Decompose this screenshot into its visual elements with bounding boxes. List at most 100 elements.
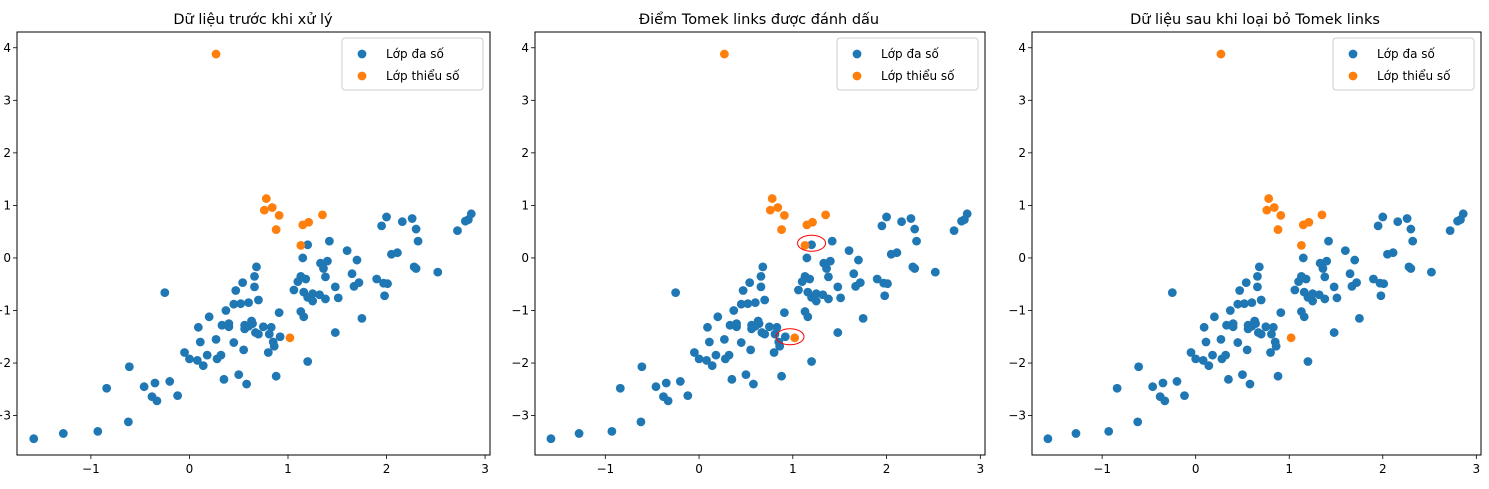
legend-marker [1348, 71, 1358, 81]
data-point [372, 274, 382, 284]
data-point [382, 212, 391, 222]
data-point [224, 319, 234, 329]
data-point [707, 361, 717, 371]
data-point [1427, 267, 1436, 277]
data-point [704, 337, 714, 347]
series-minority [1216, 49, 1327, 343]
data-point [124, 362, 134, 372]
data-point [252, 262, 261, 272]
data-point [671, 288, 681, 298]
data-point [833, 282, 843, 292]
legend-label: Lớp đa số [386, 47, 444, 61]
legend-label: Lớp thiểu số [386, 69, 460, 83]
data-point [377, 221, 386, 231]
data-point [683, 391, 693, 401]
data-point [807, 240, 816, 250]
y-tick-label: 3 [1018, 93, 1026, 107]
data-point [777, 225, 786, 234]
data-point [1251, 319, 1260, 329]
data-point [1273, 225, 1283, 234]
legend-marker [1348, 49, 1358, 59]
axes-frame [534, 31, 986, 456]
data-point [727, 374, 737, 384]
axes-frame [1031, 31, 1482, 456]
data-point [407, 214, 417, 223]
data-point [767, 194, 777, 203]
data-point [1402, 214, 1412, 223]
panel-after: Dữ liệu sau khi loại bỏ Tomek links −1 0 1… [1008, 12, 1482, 476]
data-point [719, 335, 729, 344]
data-point [675, 377, 685, 386]
data-point [1329, 282, 1339, 292]
legend-box [836, 37, 979, 91]
data-point [1393, 217, 1403, 227]
data-point [238, 278, 248, 288]
data-point [259, 205, 269, 215]
data-point [304, 217, 314, 227]
data-point [1225, 306, 1235, 315]
data-point [803, 312, 813, 322]
data-point [308, 289, 318, 299]
y-tick-label: 4 [3, 41, 11, 55]
data-point [221, 306, 231, 315]
data-point [102, 383, 112, 393]
data-point [1345, 269, 1355, 279]
series-majority [1043, 209, 1468, 444]
data-point [883, 279, 892, 289]
series-minority [211, 49, 327, 343]
x-tick-label: 2 [883, 462, 891, 476]
data-point [289, 285, 299, 295]
data-point [285, 333, 295, 343]
legend-box [1332, 37, 1475, 91]
y-tick-label: 1 [521, 198, 529, 212]
data-point [433, 267, 443, 277]
data-point [1320, 294, 1330, 304]
x-tick-label: 0 [695, 462, 703, 476]
data-point [239, 345, 249, 355]
data-point [296, 240, 306, 250]
data-point [1262, 205, 1272, 215]
data-point [1253, 271, 1262, 281]
panel-before-title: Dữ liệu trước khi xử lý [173, 12, 333, 28]
x-tick-label: 0 [1192, 462, 1200, 476]
data-point [765, 205, 775, 215]
data-point [897, 217, 906, 227]
data-point [254, 329, 263, 339]
y-tick-label: 2 [3, 146, 11, 160]
data-point [1238, 370, 1247, 379]
data-point [250, 271, 259, 281]
data-point [779, 308, 789, 317]
y-tick-label: −3 [1008, 409, 1026, 423]
data-point [833, 328, 843, 337]
data-point [330, 282, 340, 292]
data-point [637, 362, 647, 372]
data-point [1261, 322, 1271, 332]
y-tick-label: 3 [521, 93, 529, 107]
data-point [824, 294, 833, 304]
data-point [1286, 333, 1296, 343]
data-point [254, 295, 263, 305]
data-point [316, 258, 325, 268]
y-tick-label: 1 [1018, 198, 1026, 212]
data-point [802, 253, 812, 263]
data-point [546, 434, 556, 444]
x-tick-label: 3 [1473, 462, 1481, 476]
y-tick-label: 0 [521, 251, 529, 265]
data-point [413, 236, 423, 246]
series-majority [29, 209, 476, 444]
data-point [323, 256, 332, 266]
data-point [1210, 312, 1219, 322]
data-point [1308, 289, 1318, 299]
data-point [800, 240, 810, 250]
data-point [855, 278, 865, 288]
data-point [1406, 264, 1416, 273]
data-point [1267, 329, 1276, 339]
data-point [738, 286, 748, 295]
data-point [1379, 279, 1389, 289]
data-point [266, 322, 276, 332]
data-point [732, 319, 741, 329]
data-point [1320, 272, 1330, 282]
data-point [1340, 246, 1350, 255]
data-point [357, 313, 367, 323]
data-point [1148, 382, 1158, 392]
